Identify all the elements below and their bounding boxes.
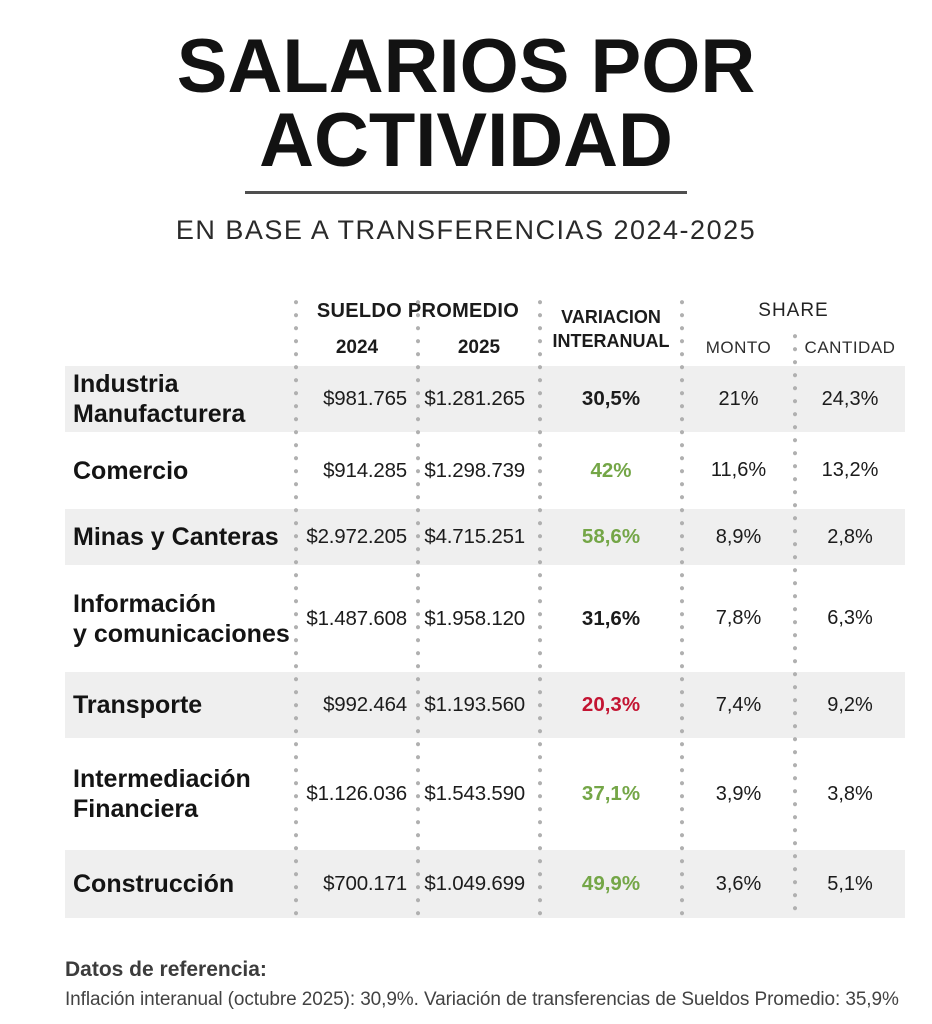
table-row: Intermediación Financiera $1.126.036 $1.…: [65, 738, 905, 850]
col-header-2025: 2025: [457, 337, 501, 358]
share-monto-value: 3,9%: [715, 782, 762, 805]
col-header-monto: MONTO: [705, 338, 772, 357]
variation-value: 20,3%: [581, 693, 641, 716]
column-divider: [680, 300, 684, 916]
variation-value: 30,5%: [581, 387, 641, 410]
share-cantidad-value: 5,1%: [827, 872, 873, 895]
activity-label: Minas y Canteras: [73, 523, 279, 551]
variation-value: 37,1%: [581, 782, 641, 805]
share-monto-value: 7,8%: [715, 607, 762, 629]
variation-value: 58,6%: [581, 525, 641, 548]
page-subtitle: EN BASE A TRANSFERENCIAS 2024-2025: [175, 215, 757, 245]
salary-2025: $1.543.590: [424, 782, 525, 805]
salary-2024: $2.972.205: [306, 525, 407, 548]
activity-label: Comercio: [73, 456, 189, 485]
salary-2024: $914.285: [323, 458, 407, 482]
salary-2024: $1.487.608: [306, 606, 407, 630]
col-header-2024: 2024: [335, 337, 379, 358]
column-divider: [416, 300, 420, 916]
share-monto-value: 3,6%: [715, 872, 762, 895]
footer-heading: Datos de referencia:: [65, 958, 267, 981]
salary-2025: $1.298.739: [424, 458, 525, 482]
share-monto-value: 21%: [718, 387, 759, 410]
col-group-share: SHARE: [758, 300, 829, 321]
page-title: SALARIOS POR ACTIVIDAD: [176, 24, 756, 183]
col-header-variacion-interanual: VARIACION INTERANUAL: [552, 307, 670, 351]
footer-note: Inflación interanual (octubre 2025): 30,…: [65, 989, 899, 1010]
column-divider: [793, 334, 797, 916]
activity-label: Transporte: [73, 691, 203, 719]
variation-value: 42%: [590, 458, 632, 482]
table-row: Construcción $700.171 $1.049.699 49,9% 3…: [65, 850, 905, 918]
salary-2024: $700.171: [323, 872, 407, 895]
share-monto-value: 11,6%: [710, 459, 767, 481]
salary-2024: $992.464: [323, 693, 407, 716]
share-cantidad-value: 2,8%: [827, 525, 873, 548]
share-cantidad-value: 13,2%: [821, 459, 879, 481]
reference-footer: Datos de referencia: Inflación interanua…: [65, 958, 905, 1011]
salary-2024: $981.765: [323, 387, 407, 410]
title-underline: [245, 191, 687, 194]
col-header-cantidad: CANTIDAD: [804, 338, 896, 357]
salary-2025: $1.049.699: [424, 872, 525, 895]
table-row: Información y comunicaciones $1.487.608 …: [65, 565, 905, 672]
activity-label: Intermediación Financiera: [73, 765, 251, 823]
salary-2025: $1.958.120: [424, 606, 525, 630]
column-divider: [294, 300, 298, 916]
variation-value: 31,6%: [581, 606, 641, 630]
table-row: Industria Manufacturera $981.765 $1.281.…: [65, 366, 905, 432]
salary-table: SUELDO PROMEDIO 2024 2025 VARIACION INTE…: [65, 292, 905, 918]
table-body: Industria Manufacturera $981.765 $1.281.…: [65, 366, 905, 918]
table-row: Comercio $914.285 $1.298.739 42% 11,6% 1…: [65, 432, 905, 509]
share-monto-value: 7,4%: [715, 693, 762, 716]
share-monto-value: 8,9%: [715, 525, 762, 548]
activity-label: Información y comunicaciones: [73, 589, 290, 648]
share-cantidad-value: 24,3%: [821, 387, 879, 410]
salary-2025: $1.193.560: [424, 693, 525, 716]
table-header: SUELDO PROMEDIO 2024 2025 VARIACION INTE…: [65, 292, 905, 366]
share-cantidad-value: 6,3%: [827, 607, 873, 629]
column-divider: [538, 300, 542, 916]
salary-2025: $4.715.251: [424, 525, 525, 548]
activity-label: Construcción: [73, 870, 235, 898]
salary-2025: $1.281.265: [424, 387, 525, 410]
table-row: Minas y Canteras $2.972.205 $4.715.251 5…: [65, 509, 905, 565]
share-cantidad-value: 9,2%: [827, 693, 873, 716]
salary-2024: $1.126.036: [306, 782, 407, 805]
share-cantidad-value: 3,8%: [827, 782, 873, 805]
activity-label: Industria Manufacturera: [73, 370, 246, 428]
variation-value: 49,9%: [581, 872, 641, 895]
table-row: Transporte $992.464 $1.193.560 20,3% 7,4…: [65, 672, 905, 738]
